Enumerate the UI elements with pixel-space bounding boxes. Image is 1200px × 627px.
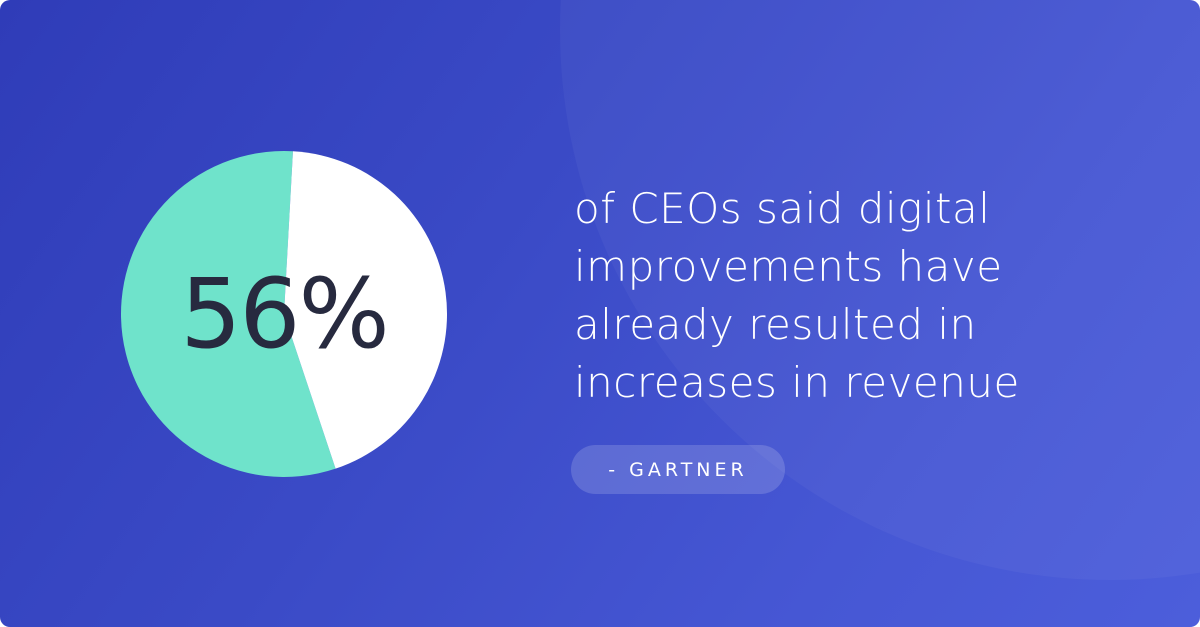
statistic-statement: of CEOs said digital improvements have a… — [574, 180, 1174, 412]
pie-center-label: 56% — [180, 258, 389, 370]
statement-line-2: improvements have — [574, 242, 1003, 291]
pie-slice-remaining — [284, 151, 447, 469]
statement-line-1: of CEOs said digital — [574, 184, 991, 233]
pie-chart: 56% — [121, 151, 447, 477]
statement-line-4: increases in revenue — [574, 358, 1020, 407]
source-badge: - GARTNER — [571, 445, 785, 494]
pie-slice-highlight — [121, 151, 336, 477]
pie-chart-svg — [121, 151, 447, 477]
source-label: - GARTNER — [608, 458, 748, 481]
statement-line-3: already resulted in — [574, 300, 977, 349]
